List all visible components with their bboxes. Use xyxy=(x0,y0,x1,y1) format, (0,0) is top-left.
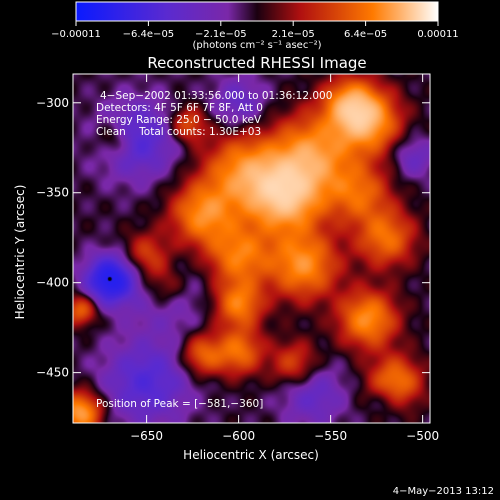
y-tick-label: −350 xyxy=(36,186,69,200)
colorbar xyxy=(75,1,439,22)
peak-position-text: Position of Peak = [−581,−360] xyxy=(96,398,263,410)
x-tick-label: −600 xyxy=(222,429,255,443)
colorbar-tick-label: −6.4e−05 xyxy=(123,29,175,40)
colorbar-tick-label: −0.00011 xyxy=(51,29,101,40)
heatmap-image xyxy=(73,74,430,423)
colorbar-ticks: −0.00011 −6.4e−05 −2.1e−05 2.1e−05 6.4e−05 0.… xyxy=(51,21,459,40)
footer-timestamp: 4−May−2013 13:12 xyxy=(393,486,494,497)
colorbar-tick-label: 2.1e−05 xyxy=(272,29,315,40)
colorbar-tick-label: −2.1e−05 xyxy=(195,29,247,40)
y-axis-label: Heliocentric Y (arcsec) xyxy=(13,185,27,320)
y-tick-label: −400 xyxy=(36,276,69,290)
x-tick-label: −550 xyxy=(314,429,347,443)
detectors-text: Detectors: 4F 5F 6F 7F 8F, Att 0 xyxy=(96,102,263,114)
plot-frame xyxy=(72,73,431,424)
x-axis-label: Heliocentric X (arcsec) xyxy=(183,448,319,462)
y-tick-label: −300 xyxy=(36,96,69,110)
colorbar-tick-label: 6.4e−05 xyxy=(344,29,387,40)
y-tick-label: −450 xyxy=(36,366,69,380)
energy-range-text: Energy Range: 25.0 − 50.0 keV xyxy=(96,114,262,126)
time-range-text: 4−Sep−2002 01:33:56.000 to 01:36:12.000 xyxy=(100,90,332,102)
x-tick-label: −500 xyxy=(406,429,439,443)
colorbar-tick-label: 0.00011 xyxy=(417,29,458,40)
chart-title: Reconstructed RHESSI Image xyxy=(147,54,366,72)
colorbar-unit: (photons cm⁻² s⁻¹ asec⁻²) xyxy=(192,40,321,51)
clean-counts-text: Clean Total counts: 1.30E+03 xyxy=(96,126,261,138)
x-tick-label: −650 xyxy=(130,429,163,443)
axis-ticks: −650 −600 −550 −500 −300 −350 −400 −450 xyxy=(36,74,439,443)
